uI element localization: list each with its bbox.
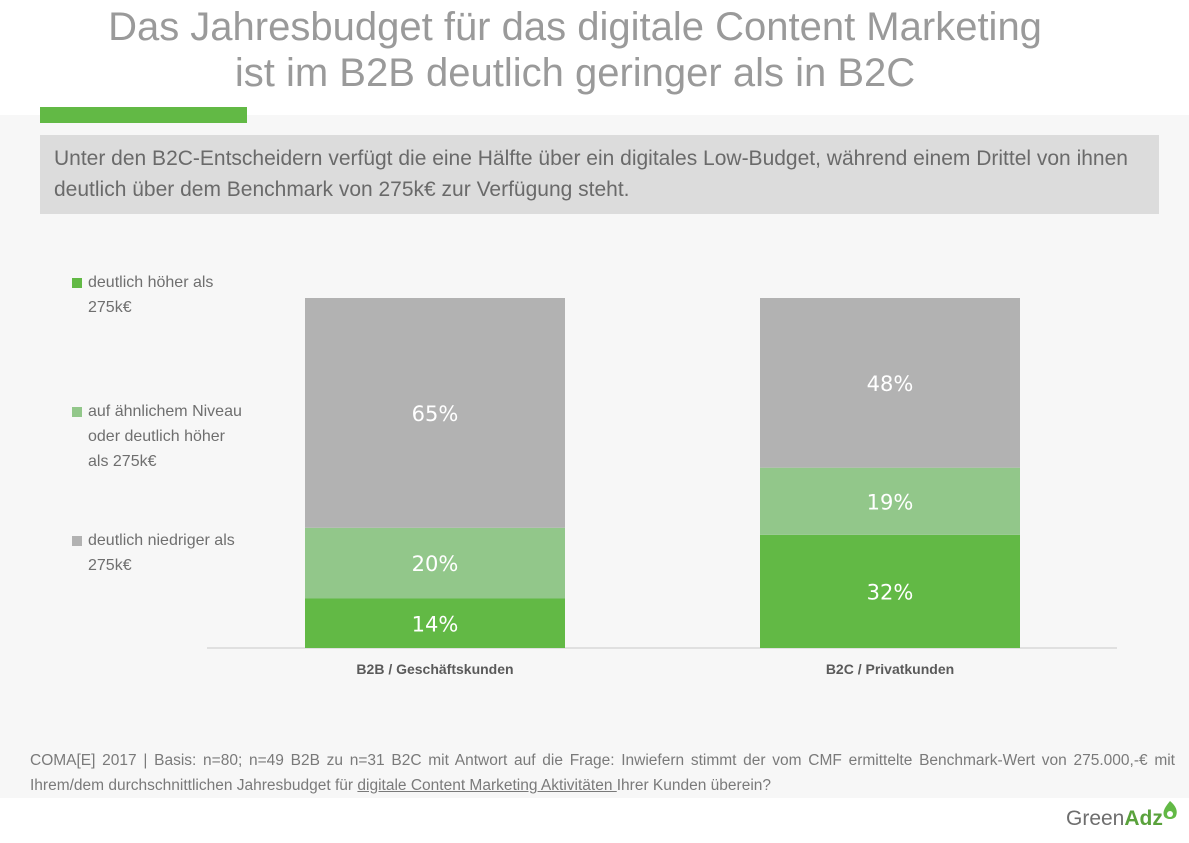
bar-segment-b2c-1	[760, 467, 1020, 535]
legend-label-similar-3: als 275k€	[88, 453, 157, 470]
data-label-b2c-1: 19%	[867, 490, 914, 514]
legend-label-similar-1: auf ähnlichem Niveau	[88, 403, 242, 420]
bar-segment-b2b-2	[305, 298, 565, 528]
data-label-b2b-0: 14%	[412, 612, 459, 636]
subtitle-text: Unter den B2C-Entscheidern verfügt die e…	[54, 147, 1128, 201]
subtitle-box: Unter den B2C-Entscheidern verfügt die e…	[40, 135, 1159, 214]
legend-swatch-similar	[72, 407, 82, 417]
title-line-1: Das Jahresbudget für das digitale Conten…	[108, 5, 1042, 49]
bar-segment-b2b-1	[305, 527, 565, 599]
footer-band	[0, 798, 1189, 843]
data-label-b2b-2: 65%	[412, 402, 459, 426]
source-footnote: COMA[E] 2017 | Basis: n=80; n=49 B2B zu …	[30, 748, 1175, 798]
category-label-b2b: B2B / Geschäftskunden	[356, 661, 513, 677]
footnote-underlined: digitale Content Marketing Aktivitäten	[357, 777, 617, 794]
data-label-b2c-2: 48%	[867, 372, 914, 396]
page-title: Das Jahresbudget für das digitale Conten…	[0, 4, 1150, 96]
footnote-text-2: Ihrer Kunden überein?	[616, 777, 772, 794]
legend-label-high-2: 275k€	[88, 299, 132, 316]
legend-label-similar-2: oder deutlich höher	[88, 428, 225, 445]
legend-item-similar: auf ähnlichem Niveau oder deutlich höher…	[72, 399, 302, 474]
legend-label-low-2: 275k€	[88, 557, 132, 574]
bar-segment-b2c-2	[760, 298, 1020, 468]
data-label-b2b-1: 20%	[412, 552, 459, 576]
title-line-2: ist im B2B deutlich geringer als in B2C	[234, 51, 916, 95]
legend-swatch-high	[72, 278, 82, 288]
leaf-icon	[1163, 801, 1177, 819]
category-label-b2c: B2C / Privatkunden	[826, 661, 954, 677]
bar-segment-b2b-0	[305, 598, 565, 648]
legend-item-high: deutlich höher als 275k€	[72, 270, 302, 320]
logo-text-adz: Adz	[1124, 807, 1163, 830]
greenadz-logo: GreenAdz	[1066, 807, 1163, 831]
title-accent-bar	[40, 107, 247, 123]
header-band	[0, 0, 1189, 115]
logo-text-green: Green	[1066, 807, 1125, 830]
bar-segment-b2c-0	[760, 534, 1020, 648]
data-label-b2c-0: 32%	[867, 580, 914, 604]
legend-label-high-1: deutlich höher als	[88, 274, 214, 291]
legend-swatch-low	[72, 536, 82, 546]
footnote-text-1: COMA[E] 2017 | Basis: n=80; n=49 B2B zu …	[30, 752, 1175, 794]
legend-item-low: deutlich niedriger als 275k€	[72, 528, 302, 578]
legend-label-low-1: deutlich niedriger als	[88, 532, 235, 549]
